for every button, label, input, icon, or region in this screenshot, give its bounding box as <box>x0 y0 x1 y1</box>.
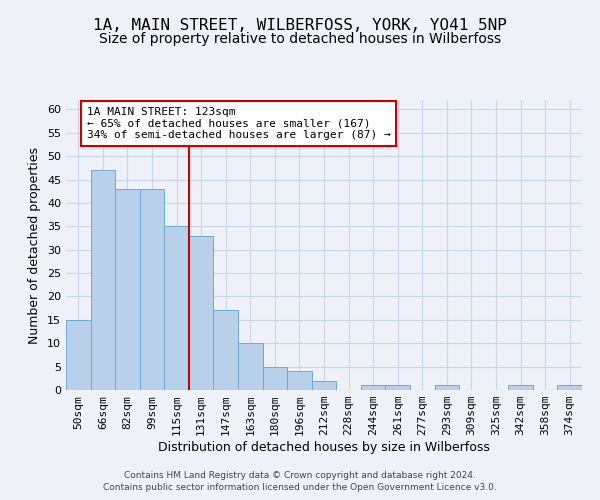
Bar <box>508 386 533 390</box>
Text: Contains HM Land Registry data © Crown copyright and database right 2024.: Contains HM Land Registry data © Crown c… <box>124 471 476 480</box>
Bar <box>140 189 164 390</box>
Bar <box>434 386 459 390</box>
Bar <box>115 189 140 390</box>
X-axis label: Distribution of detached houses by size in Wilberfoss: Distribution of detached houses by size … <box>158 441 490 454</box>
Text: Size of property relative to detached houses in Wilberfoss: Size of property relative to detached ho… <box>99 32 501 46</box>
Bar <box>312 380 336 390</box>
Bar <box>557 386 582 390</box>
Y-axis label: Number of detached properties: Number of detached properties <box>28 146 41 344</box>
Bar <box>263 366 287 390</box>
Text: 1A MAIN STREET: 123sqm
← 65% of detached houses are smaller (167)
34% of semi-de: 1A MAIN STREET: 123sqm ← 65% of detached… <box>87 107 391 140</box>
Bar <box>189 236 214 390</box>
Bar <box>361 386 385 390</box>
Bar <box>66 320 91 390</box>
Text: Contains public sector information licensed under the Open Government Licence v3: Contains public sector information licen… <box>103 484 497 492</box>
Bar <box>91 170 115 390</box>
Bar <box>287 372 312 390</box>
Text: 1A, MAIN STREET, WILBERFOSS, YORK, YO41 5NP: 1A, MAIN STREET, WILBERFOSS, YORK, YO41 … <box>93 18 507 32</box>
Bar <box>164 226 189 390</box>
Bar <box>214 310 238 390</box>
Bar <box>238 343 263 390</box>
Bar <box>385 386 410 390</box>
